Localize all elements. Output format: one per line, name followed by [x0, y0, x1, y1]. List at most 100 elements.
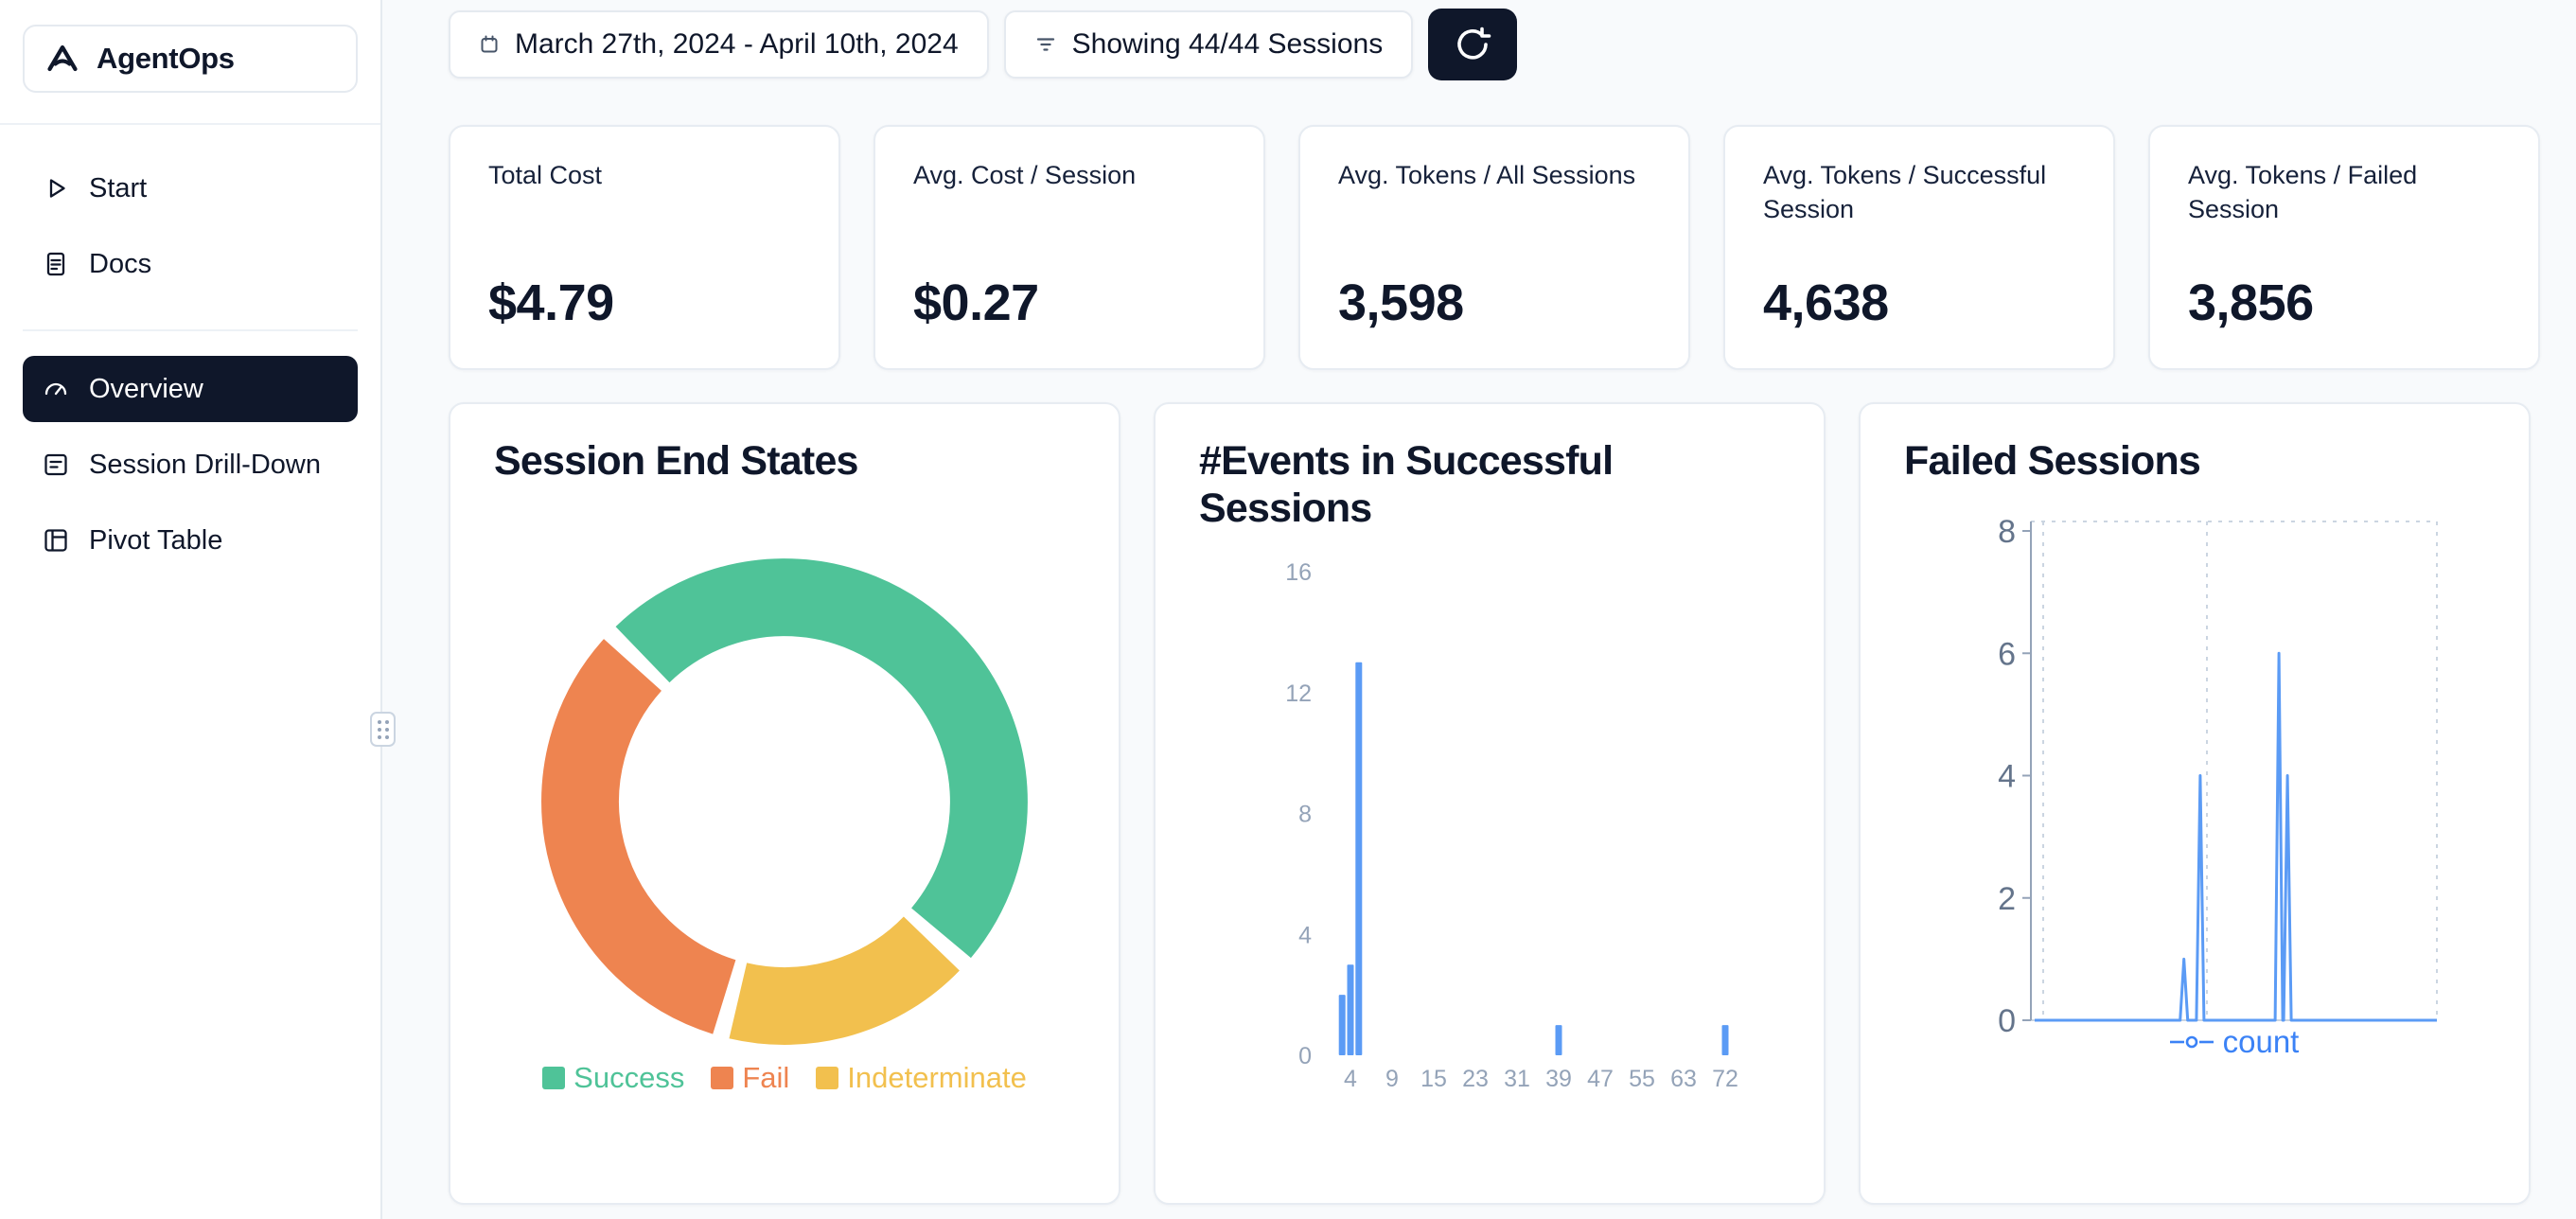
y-tick-label: 6	[1998, 636, 2016, 672]
events-bar-chart: 0 4 8 12 16 4 9 15 23 31 39 47 55 63 72	[1285, 559, 1738, 1092]
legend-swatch	[711, 1067, 734, 1089]
donut-segment-success	[615, 558, 1028, 959]
sidebar-item-label: Session Drill-Down	[89, 449, 321, 480]
stat-card-avg-cost-session: Avg. Cost / Session $0.27	[873, 125, 1265, 370]
y-tick-label: 0	[1298, 1043, 1312, 1069]
legend-label: Indeterminate	[847, 1061, 1027, 1094]
donut-segment-indeterminate	[729, 915, 960, 1045]
session-end-states-card: Session End States Success Fail Indetermin…	[449, 402, 1120, 1205]
x-tick-label: 55	[1629, 1066, 1655, 1092]
refresh-icon	[1457, 26, 1491, 60]
stat-value: 3,856	[2188, 274, 2314, 331]
donut-legend: Success Fail Indeterminate	[450, 1061, 1119, 1095]
bar	[1355, 662, 1363, 1055]
sidebar: AgentOps Start Docs	[0, 0, 382, 1219]
legend-swatch	[816, 1067, 839, 1089]
stat-card-avg-tokens-all: Avg. Tokens / All Sessions 3,598	[1298, 125, 1690, 370]
y-tick-label: 8	[1298, 802, 1312, 828]
chart-title: Session End States	[494, 438, 858, 484]
session-end-states-donut-chart	[541, 558, 1028, 1045]
brand-logo-card: AgentOps	[23, 25, 358, 93]
failed-sessions-line-chart: 0 2 4 6 8	[1998, 514, 2438, 1039]
play-icon	[49, 179, 65, 198]
sidebar-item-start[interactable]: Start	[23, 155, 358, 221]
y-tick-label: 0	[1998, 1003, 2016, 1039]
date-range-label: March 27th, 2024 - April 10th, 2024	[515, 28, 959, 60]
y-tick-label: 4	[1998, 759, 2016, 795]
bar	[1555, 1025, 1562, 1055]
y-tick-label: 12	[1285, 680, 1312, 707]
main-content: March 27th, 2024 - April 10th, 2024 Show…	[382, 0, 2576, 1219]
session-filter-label: Showing 44/44 Sessions	[1071, 28, 1384, 60]
bar	[1347, 964, 1354, 1055]
agentops-logo-icon	[47, 44, 78, 72]
y-tick-label: 8	[1998, 514, 2016, 550]
stat-label: Avg. Cost / Session	[913, 161, 1137, 189]
gauge-icon	[44, 382, 67, 396]
stat-value: 4,638	[1763, 274, 1889, 331]
stat-card-avg-tokens-successful: Avg. Tokens / Successful Session 4,638	[1723, 125, 2115, 370]
stat-value: $4.79	[488, 274, 614, 331]
x-tick-label: 72	[1712, 1066, 1738, 1092]
x-tick-label: 47	[1587, 1066, 1614, 1092]
topbar: March 27th, 2024 - April 10th, 2024 Show…	[449, 9, 1518, 80]
count-series-marker-icon	[2169, 1035, 2214, 1049]
stat-value: $0.27	[913, 274, 1039, 331]
sidebar-divider	[0, 123, 380, 125]
x-tick-label: 4	[1344, 1066, 1357, 1092]
donut-segment-fail	[541, 639, 737, 1034]
legend-label: Success	[573, 1061, 685, 1094]
calendar-icon	[481, 35, 498, 53]
sidebar-item-docs[interactable]: Docs	[23, 231, 358, 297]
x-tick-label: 63	[1670, 1066, 1697, 1092]
legend-item-indeterminate: Indeterminate	[816, 1061, 1027, 1095]
chart-cards-row: Session End States Success Fail Indetermin…	[449, 402, 2531, 1205]
x-tick-label: 31	[1504, 1066, 1530, 1092]
y-tick-label: 2	[1998, 881, 2016, 917]
y-tick-label: 16	[1285, 559, 1312, 586]
stat-value: 3,598	[1338, 274, 1464, 331]
stat-label: Avg. Tokens / All Sessions	[1338, 161, 1636, 189]
events-in-successful-sessions-card: #Events in Successful Sessions 0 4 8 12 16 4 9…	[1154, 402, 1826, 1205]
grip-dots-icon	[377, 719, 389, 739]
bar	[1721, 1025, 1729, 1055]
stat-label: Total Cost	[488, 161, 603, 189]
sidebar-item-label: Docs	[89, 248, 152, 279]
legend-item-success: Success	[542, 1061, 684, 1095]
bar	[1338, 995, 1346, 1055]
legend-item-fail: Fail	[711, 1061, 789, 1095]
sidebar-resize-handle[interactable]	[370, 712, 396, 747]
x-tick-label: 15	[1420, 1066, 1447, 1092]
line-chart-legend: count	[2031, 1024, 2438, 1060]
stat-card-avg-tokens-failed: Avg. Tokens / Failed Session 3,856	[2148, 125, 2540, 370]
chart-title: #Events in Successful Sessions	[1199, 438, 1614, 531]
docs-icon	[46, 252, 65, 276]
session-list-icon	[44, 453, 67, 476]
legend-series-name: count	[2222, 1024, 2300, 1059]
filter-icon	[1036, 38, 1054, 51]
sidebar-item-label: Start	[89, 172, 148, 203]
stat-cards-row: Total Cost $4.79 Avg. Cost / Session $0.…	[449, 125, 2540, 370]
stat-label: Avg. Tokens / Successful Session	[1763, 161, 2047, 223]
sidebar-item-pivot-table[interactable]: Pivot Table	[23, 507, 358, 574]
sidebar-nav: Start Docs Overview	[0, 125, 380, 574]
date-range-button[interactable]: March 27th, 2024 - April 10th, 2024	[449, 10, 989, 79]
sidebar-item-overview[interactable]: Overview	[23, 356, 358, 422]
count-series-line	[2035, 651, 2437, 1022]
stat-label: Avg. Tokens / Failed Session	[2188, 161, 2418, 223]
brand-name: AgentOps	[97, 42, 235, 75]
refresh-button[interactable]	[1428, 9, 1518, 80]
chart-title: Failed Sessions	[1904, 438, 2201, 484]
legend-label: Fail	[742, 1061, 790, 1094]
x-tick-label: 9	[1385, 1066, 1399, 1092]
sidebar-item-label: Pivot Table	[89, 524, 223, 556]
legend-swatch	[542, 1067, 566, 1089]
sidebar-divider	[23, 329, 358, 331]
stat-card-total-cost: Total Cost $4.79	[449, 125, 840, 370]
failed-sessions-card: Failed Sessions 0 2 4 6 8 count	[1859, 402, 2531, 1205]
sidebar-item-label: Overview	[89, 373, 203, 404]
sidebar-item-session-drill-down[interactable]: Session Drill-Down	[23, 432, 358, 498]
pivot-table-icon	[44, 529, 67, 552]
session-filter-button[interactable]: Showing 44/44 Sessions	[1003, 10, 1414, 79]
